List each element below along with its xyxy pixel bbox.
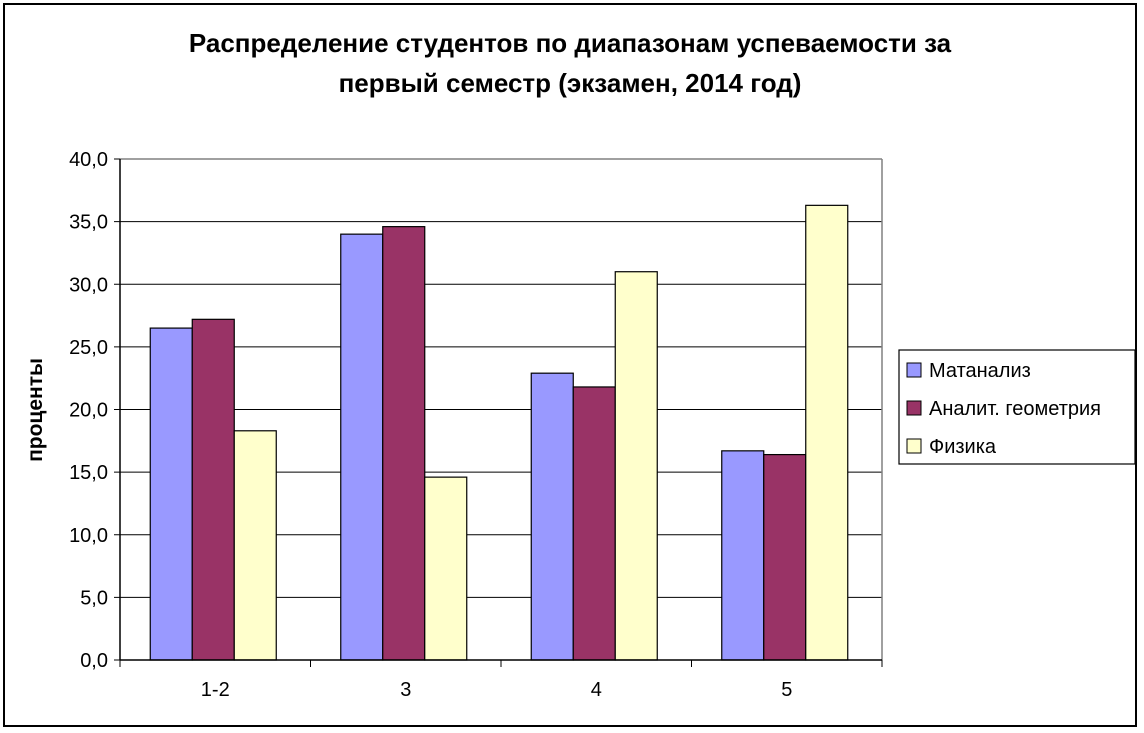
x-tick-label: 3	[400, 679, 411, 701]
bar	[340, 233, 384, 661]
legend-label: Физика	[929, 436, 997, 458]
bar	[721, 450, 765, 661]
y-tick-label: 40,0	[69, 149, 108, 171]
legend-swatch	[906, 438, 922, 454]
legend-label: Аналит. геометрия	[929, 398, 1101, 420]
bar	[763, 453, 807, 661]
bar	[614, 271, 658, 661]
y-tick-label: 30,0	[69, 274, 108, 296]
legend-swatch	[906, 362, 922, 378]
legend-box	[898, 349, 1136, 465]
bar	[191, 318, 235, 661]
plot-area: 0,0 5,0 10,0 15,0 20,0 25,0 30,0 35,0 40,0 1-2 3 4 5	[69, 149, 883, 701]
bar	[382, 226, 426, 661]
y-tick-label: 0,0	[80, 650, 108, 672]
x-tick-label: 5	[781, 679, 792, 701]
y-tick-label: 5,0	[80, 587, 108, 609]
bar	[572, 386, 616, 661]
y-tick-label: 15,0	[69, 462, 108, 484]
y-tick-label: 35,0	[69, 212, 108, 234]
legend: Матанализ Аналит. геометрия Физика	[898, 349, 1136, 465]
bar	[530, 372, 574, 661]
chart-title-line-1: Распределение студентов по диапазонам ус…	[189, 28, 952, 58]
bar	[424, 476, 468, 661]
x-tick-label: 4	[591, 679, 602, 701]
y-tick-label: 25,0	[69, 337, 108, 359]
legend-swatch	[906, 400, 922, 416]
chart-title-line-2: первый семестр (экзамен, 2014 год)	[339, 68, 802, 98]
bar	[233, 430, 277, 661]
y-tick-label: 10,0	[69, 525, 108, 547]
legend-label: Матанализ	[929, 360, 1031, 382]
y-tick-label: 20,0	[69, 400, 108, 422]
bar	[149, 327, 193, 661]
y-axis-title: проценты	[24, 358, 47, 462]
bar	[805, 204, 849, 661]
x-tick-label: 1-2	[201, 679, 230, 701]
